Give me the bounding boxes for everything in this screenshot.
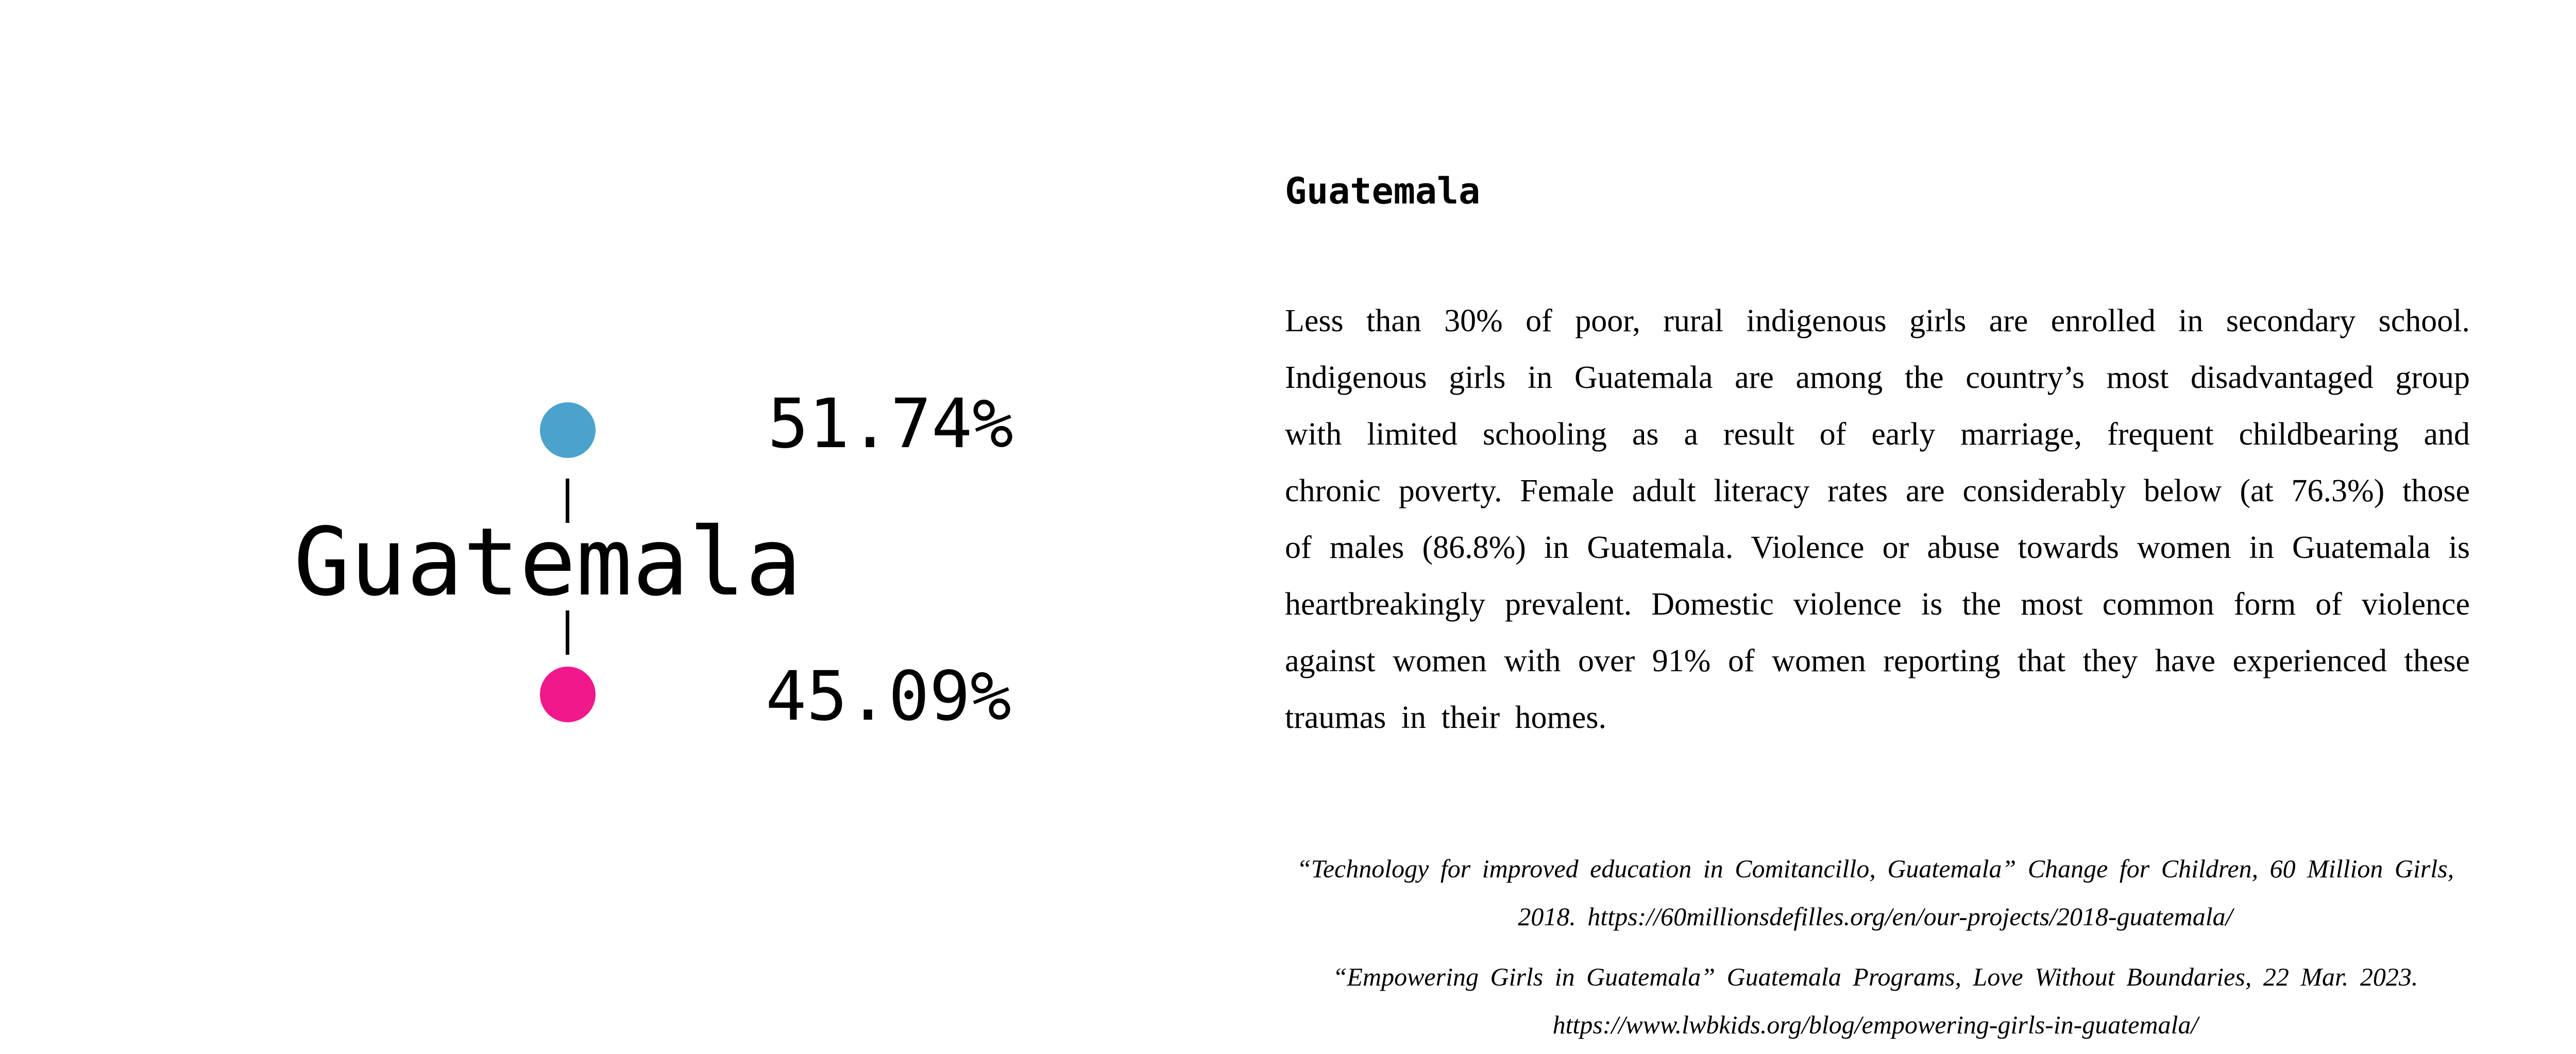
citation-2: “Empowering Girls in Guatemala” Guatemal… [1332,962,2418,1039]
male-percentage: 51.74% [768,384,1013,464]
article-title: Guatemala [1285,170,1481,212]
female-dot [540,667,596,722]
connector-line-bottom [566,610,569,655]
country-label: Guatemala [294,507,802,617]
article-body: Less than 30% of poor, rural indigenous … [1285,303,2470,735]
female-percentage: 45.09% [766,657,1011,736]
connector-line-top [566,479,569,523]
citation-1: “Technology for improved education in Co… [1296,854,2454,931]
male-dot [540,402,596,458]
